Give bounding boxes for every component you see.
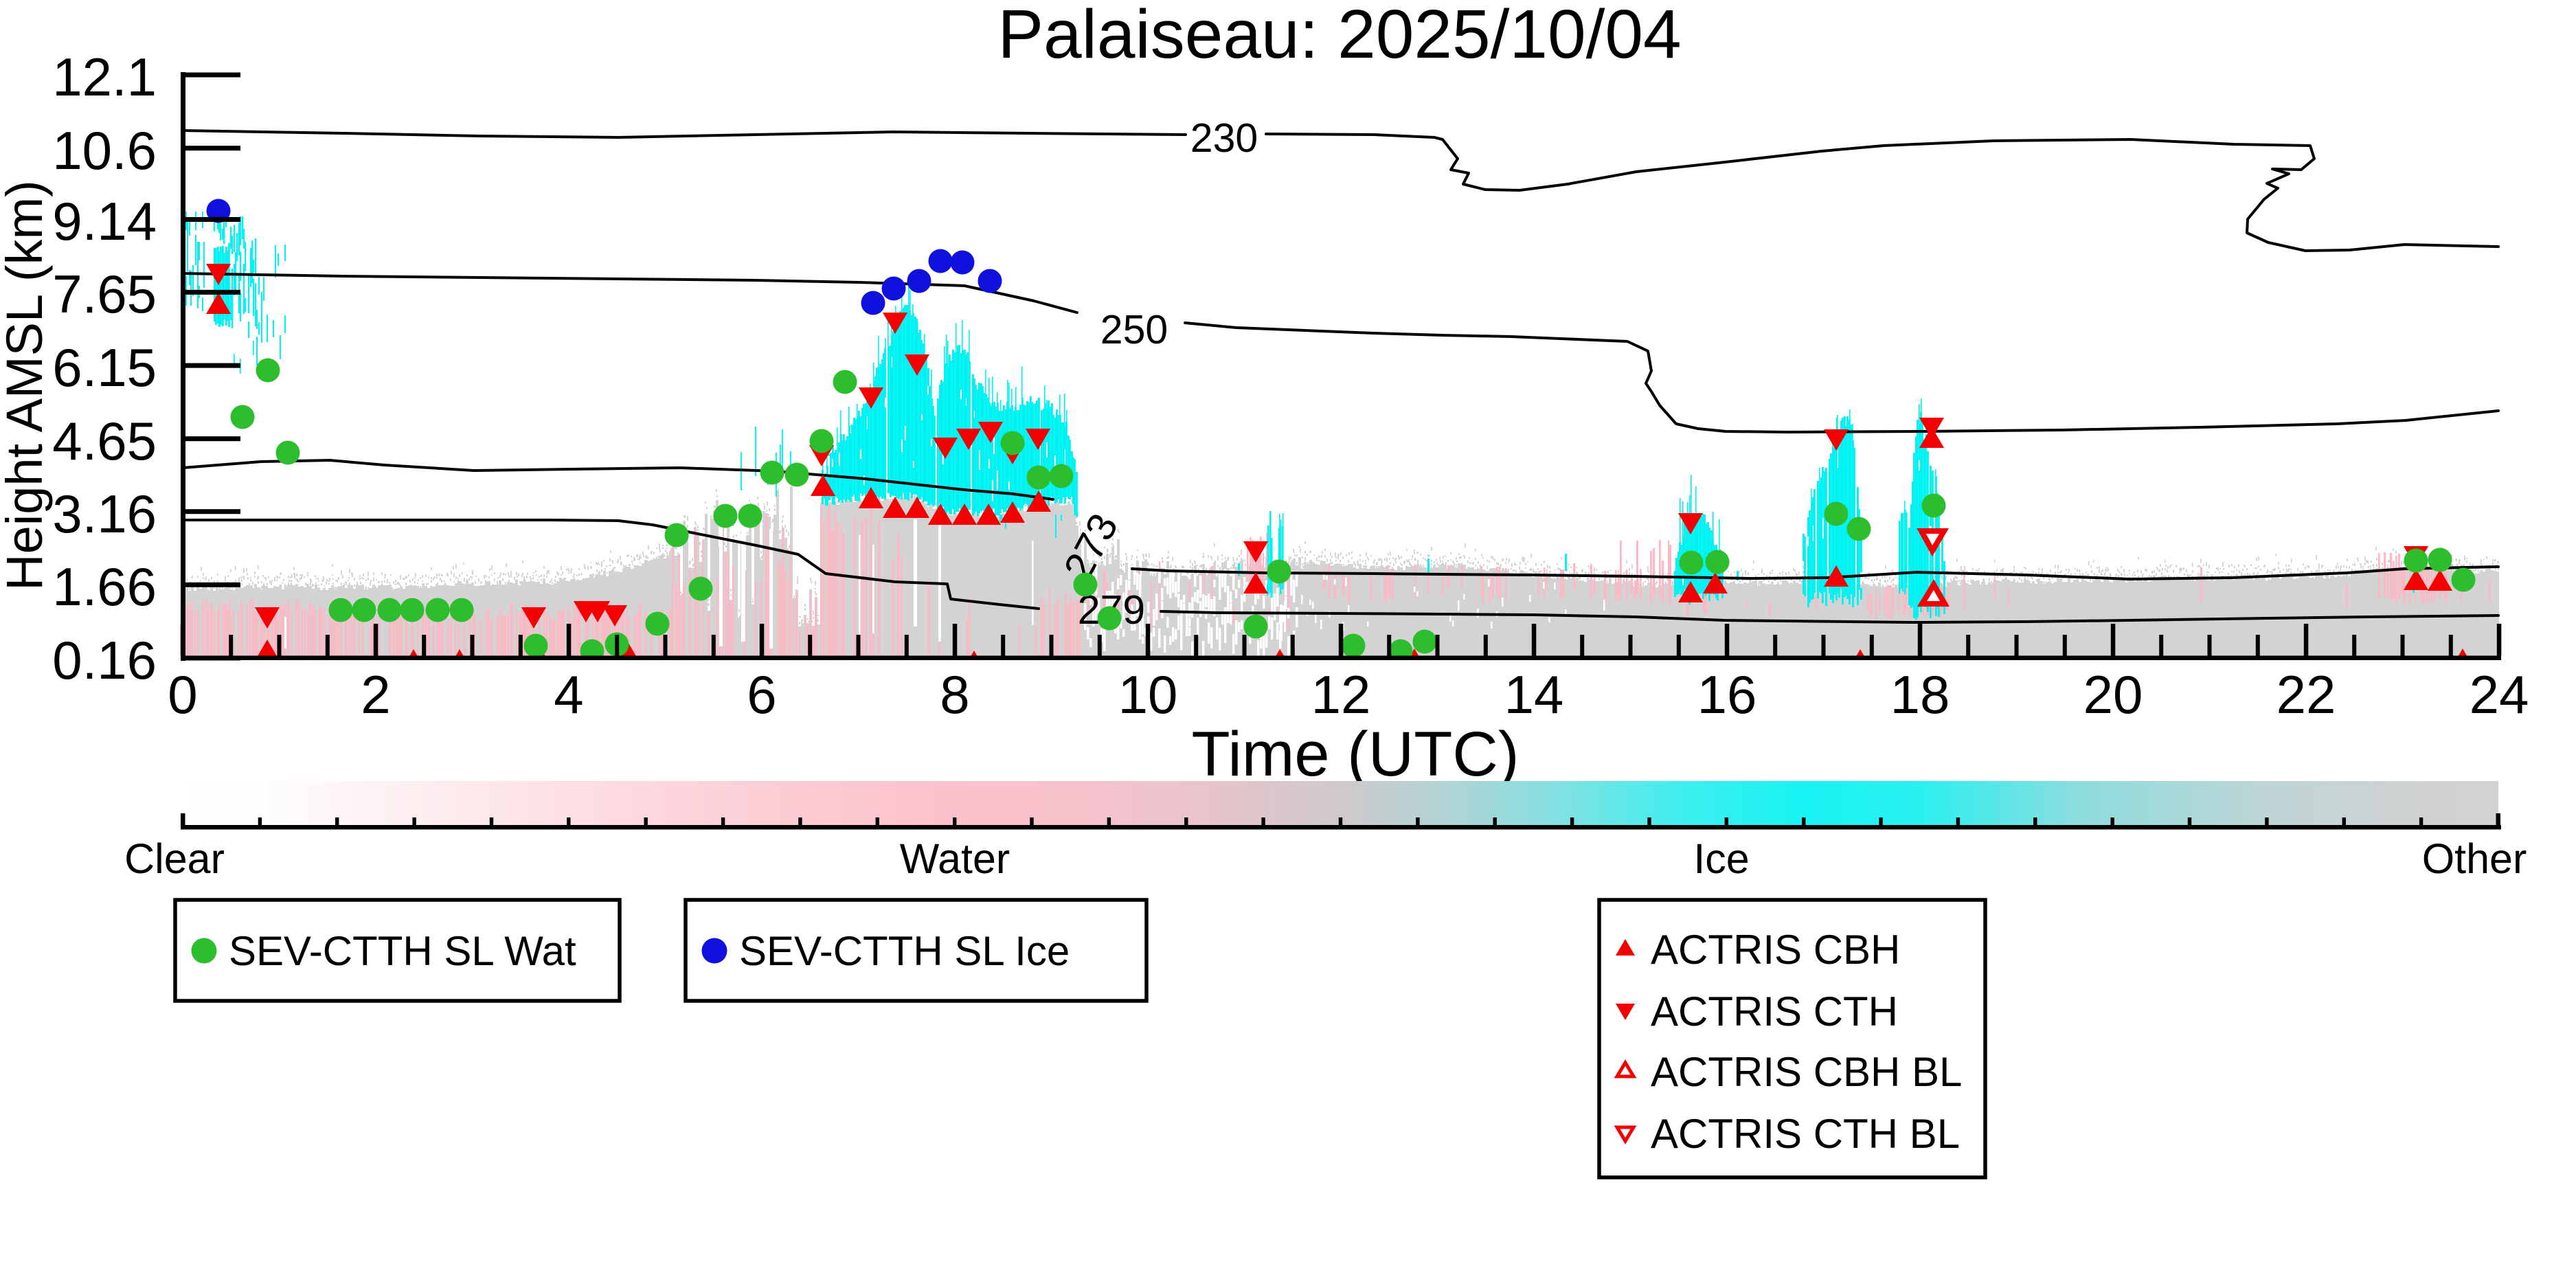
svg-text:0.16: 0.16 xyxy=(52,630,157,690)
svg-text:10.6: 10.6 xyxy=(52,120,157,181)
svg-text:10: 10 xyxy=(1118,664,1178,725)
svg-text:ACTRIS CBH BL: ACTRIS CBH BL xyxy=(1651,1049,1962,1095)
svg-text:SEV-CTTH SL Ice: SEV-CTTH SL Ice xyxy=(739,928,1070,974)
svg-text:24: 24 xyxy=(2470,664,2529,725)
svg-text:250: 250 xyxy=(1100,307,1168,352)
svg-text:Water: Water xyxy=(900,835,1010,882)
svg-text:18: 18 xyxy=(1890,664,1950,725)
svg-text:1.66: 1.66 xyxy=(52,556,157,617)
svg-text:Ice: Ice xyxy=(1693,835,1749,882)
svg-text:ACTRIS CTH: ACTRIS CTH xyxy=(1651,988,1898,1035)
svg-text:14: 14 xyxy=(1504,664,1564,725)
svg-text:230: 230 xyxy=(1190,115,1258,161)
svg-text:6: 6 xyxy=(747,664,776,725)
svg-text:9.14: 9.14 xyxy=(52,191,157,251)
svg-text:Clear: Clear xyxy=(124,835,225,882)
svg-text:16: 16 xyxy=(1697,664,1757,725)
svg-text:12.1: 12.1 xyxy=(52,47,157,107)
svg-text:4.65: 4.65 xyxy=(52,411,157,471)
svg-text:Time (UTC): Time (UTC) xyxy=(1192,719,1519,789)
svg-text:0: 0 xyxy=(168,664,197,725)
svg-text:22: 22 xyxy=(2276,664,2336,725)
svg-text:Height AMSL (km): Height AMSL (km) xyxy=(0,180,53,591)
svg-text:2: 2 xyxy=(361,664,390,725)
svg-text:Palaiseau: 2025/10/04: Palaiseau: 2025/10/04 xyxy=(997,0,1681,73)
svg-text:6.15: 6.15 xyxy=(52,337,157,398)
svg-text:12: 12 xyxy=(1311,664,1371,725)
svg-text:3.16: 3.16 xyxy=(52,484,157,544)
svg-text:8: 8 xyxy=(940,664,969,725)
svg-text:ACTRIS CBH: ACTRIS CBH xyxy=(1651,927,1900,973)
svg-text:4: 4 xyxy=(554,664,583,725)
svg-text:ACTRIS CTH BL: ACTRIS CTH BL xyxy=(1651,1111,1960,1157)
svg-text:Other: Other xyxy=(2422,835,2527,882)
svg-text:SEV-CTTH SL Wat: SEV-CTTH SL Wat xyxy=(229,928,576,974)
svg-text:7.65: 7.65 xyxy=(52,264,157,324)
svg-text:20: 20 xyxy=(2083,664,2143,725)
